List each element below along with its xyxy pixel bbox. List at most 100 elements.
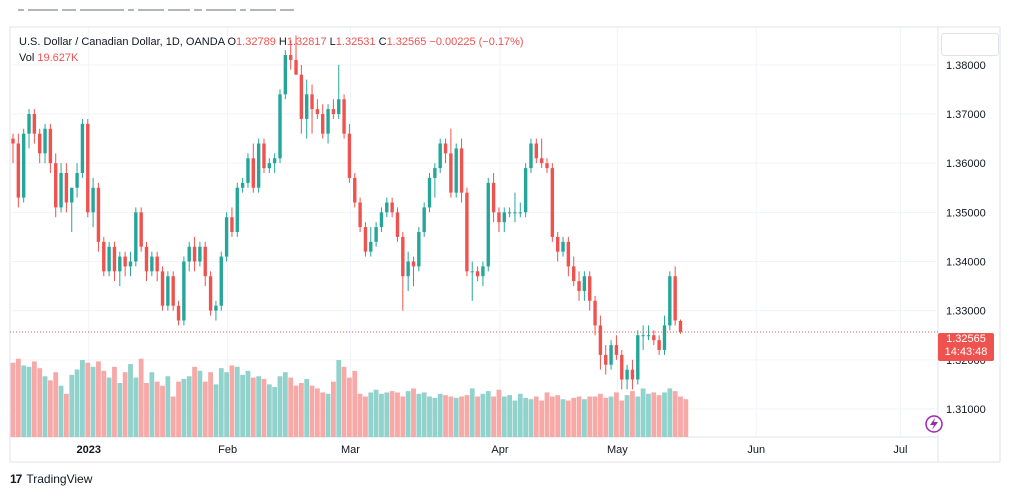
candle (465, 187, 469, 277)
candle-body (369, 241, 373, 252)
candle (64, 163, 69, 213)
volume-bar (37, 368, 43, 437)
volume-bar (587, 396, 593, 437)
volume-label[interactable]: Vol (19, 52, 35, 64)
candle-body (235, 187, 239, 232)
candle-body (337, 99, 341, 115)
candle-body (219, 256, 223, 306)
candle (139, 207, 143, 252)
volume-bar (181, 378, 187, 437)
scale-button[interactable] (941, 33, 999, 56)
time-axis-labels: 2023 Feb Mar Apr May Jun Jul (77, 444, 908, 456)
candle (673, 266, 677, 326)
volume-bar (245, 370, 251, 437)
volume-bar (90, 366, 96, 437)
volume-bar (31, 361, 37, 437)
candle (614, 335, 619, 360)
candle (102, 236, 106, 277)
candle-body (507, 212, 512, 214)
candle (123, 251, 127, 277)
candle (224, 212, 229, 262)
volume-bar (192, 366, 197, 437)
candle-body (267, 163, 272, 169)
candle-body (272, 158, 277, 164)
candle (192, 236, 197, 272)
candle-body (43, 128, 47, 154)
symbol-title[interactable]: U.S. Dollar / Canadian Dollar, 1D, OANDA (19, 36, 225, 48)
candle-body (347, 133, 352, 178)
candle-body (529, 143, 533, 169)
volume-bar (80, 360, 85, 437)
candle-body (198, 246, 202, 262)
volume-bar (437, 393, 443, 437)
candle-body (214, 305, 218, 311)
volume-bar (144, 383, 149, 437)
candle-body (171, 276, 175, 306)
candle-body (107, 246, 111, 272)
volume-bar (416, 393, 422, 437)
volume-bar (69, 374, 75, 437)
candle-body (182, 261, 186, 321)
low-value: 1.32531 (335, 36, 376, 48)
candle (363, 222, 368, 257)
candle (513, 192, 517, 223)
volume-bar (133, 377, 139, 437)
candle (422, 202, 426, 237)
candle (668, 271, 672, 331)
volume-bar (635, 396, 641, 437)
candle-body (470, 271, 474, 273)
volume-bar (507, 395, 513, 437)
volume-bar (122, 372, 128, 437)
volume-bar (240, 374, 246, 437)
volume-bar (234, 366, 240, 437)
candle-body (305, 94, 309, 119)
candle (353, 173, 357, 208)
volume-bar (304, 378, 310, 437)
candle (294, 35, 298, 75)
candle (550, 163, 555, 242)
time-tick-label: Feb (218, 444, 237, 456)
candle (256, 138, 261, 193)
candle (283, 50, 288, 100)
volume-bar (443, 395, 448, 437)
candles (11, 35, 683, 390)
candle (620, 349, 624, 390)
footer-brand[interactable]: 17 TradingView (10, 472, 92, 486)
volume-bar (581, 399, 587, 437)
volume-bar (672, 391, 678, 437)
candle (171, 271, 175, 311)
candle-body (187, 246, 191, 262)
candle-body (38, 133, 42, 154)
candle-body (598, 325, 603, 355)
tradingview-logo-icon: 17 (10, 472, 22, 486)
candle (315, 99, 320, 119)
candle (577, 271, 581, 301)
volume-bar (560, 399, 566, 437)
volume-bar (379, 393, 384, 437)
truncated-top-text (18, 6, 308, 12)
candle-body (534, 143, 539, 159)
candle (267, 158, 272, 174)
candle (652, 330, 656, 346)
candle (454, 143, 458, 198)
volume-bar (213, 384, 219, 437)
candle-body (652, 335, 656, 341)
candle (112, 241, 117, 282)
candle-body (203, 246, 207, 277)
candle (641, 325, 645, 350)
lightning-icon[interactable] (925, 415, 943, 433)
candle-body (224, 217, 229, 257)
volume-bar (15, 358, 21, 437)
candle-body (593, 300, 597, 326)
candle-body (572, 266, 576, 282)
candle-body (668, 276, 672, 326)
candle-body (577, 281, 581, 291)
volume-bar (533, 396, 539, 437)
volume-bar (288, 377, 294, 437)
volume-legend: Vol 19.627K (19, 51, 78, 66)
candle-body (144, 246, 149, 272)
candle-body (288, 55, 293, 60)
volume-bar (363, 396, 368, 437)
volume-bar (106, 377, 112, 437)
